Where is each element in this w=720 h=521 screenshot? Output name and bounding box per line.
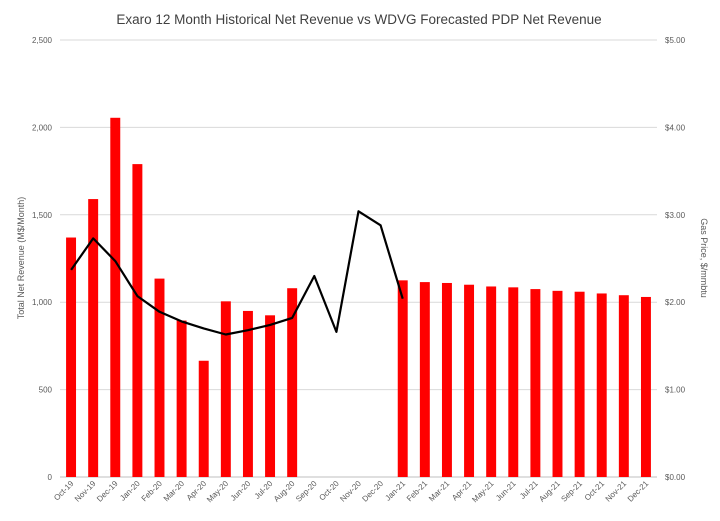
x-tick-label: Aug-20: [272, 479, 297, 504]
bar: [287, 288, 298, 477]
bar: [110, 117, 121, 477]
y2-tick-label: $5.00: [665, 36, 686, 45]
y-tick-label: 2,500: [32, 36, 53, 45]
x-tick-label: May-21: [470, 479, 496, 505]
x-tick-label: Nov-19: [73, 479, 98, 504]
line-series: [70, 210, 404, 336]
x-tick-label: Jun-21: [494, 479, 518, 503]
bar: [530, 289, 541, 477]
bar: [220, 301, 231, 477]
x-tick-label: Dec-20: [360, 479, 385, 504]
y-tick-label: 1,500: [32, 211, 53, 220]
bar: [198, 360, 209, 477]
y2-tick-label: $0.00: [665, 473, 686, 482]
x-tick-label: Nov-21: [604, 479, 629, 504]
y-tick-label: 1,000: [32, 298, 53, 307]
bar: [486, 286, 497, 477]
x-tick-label: Jan-21: [383, 479, 407, 503]
bar: [154, 278, 165, 477]
gas-price-line: [70, 210, 404, 336]
y2-tick-label: $3.00: [665, 211, 686, 220]
bar: [574, 291, 585, 477]
bar: [265, 315, 276, 477]
x-tick-label: Mar-21: [427, 479, 452, 504]
bar: [618, 295, 629, 477]
y2-tick-label: $2.00: [665, 298, 686, 307]
x-tick-label: Jan-20: [118, 479, 142, 503]
x-tick-label: Oct-20: [317, 479, 341, 503]
bar: [397, 280, 408, 477]
bar-series: [66, 117, 651, 477]
x-tick-label: Sep-20: [294, 479, 319, 504]
bar: [508, 287, 519, 477]
x-tick-label: May-20: [205, 479, 231, 505]
chart-title: Exaro 12 Month Historical Net Revenue vs…: [116, 12, 601, 27]
bar: [552, 290, 563, 477]
y2-tick-label: $4.00: [665, 123, 686, 132]
bar: [88, 199, 99, 477]
y-axis-ticks: 0 500 1,000 1,500 2,000 2,500: [32, 36, 53, 482]
x-tick-label: Oct-19: [52, 479, 76, 503]
bar: [176, 320, 187, 477]
y2-axis-ticks: $0.00 $1.00 $2.00 $3.00 $4.00 $5.00: [665, 36, 686, 482]
y-tick-label: 0: [48, 473, 53, 482]
x-axis-ticks: Oct-19Nov-19Dec-19Jan-20Feb-20Mar-20Apr-…: [52, 479, 651, 505]
x-tick-label: Jun-20: [229, 479, 253, 503]
y2-tick-label: $1.00: [665, 386, 686, 395]
bar: [66, 237, 77, 477]
y2-axis-title: Gas Price, $/mmbtu: [699, 218, 709, 298]
x-tick-label: Dec-19: [95, 479, 120, 504]
y-axis-title: Total Net Revenue (M$/Month): [16, 197, 26, 320]
bar: [242, 310, 253, 477]
y-tick-label: 500: [39, 386, 53, 395]
x-tick-label: Feb-20: [140, 479, 165, 504]
y-tick-label: 2,000: [32, 123, 53, 132]
bar: [464, 284, 475, 477]
bar: [596, 293, 607, 477]
x-tick-label: Nov-20: [338, 479, 363, 504]
x-tick-label: Dec-21: [626, 479, 651, 504]
bar: [132, 164, 143, 477]
x-tick-label: Mar-20: [162, 479, 187, 504]
x-tick-label: Oct-21: [583, 479, 607, 503]
x-tick-label: Feb-21: [405, 479, 430, 504]
bar: [441, 282, 452, 477]
x-tick-label: Aug-21: [537, 479, 562, 504]
x-tick-label: Sep-21: [559, 479, 584, 504]
gridlines: [60, 39, 657, 478]
bar: [640, 296, 651, 477]
bar: [419, 282, 430, 477]
